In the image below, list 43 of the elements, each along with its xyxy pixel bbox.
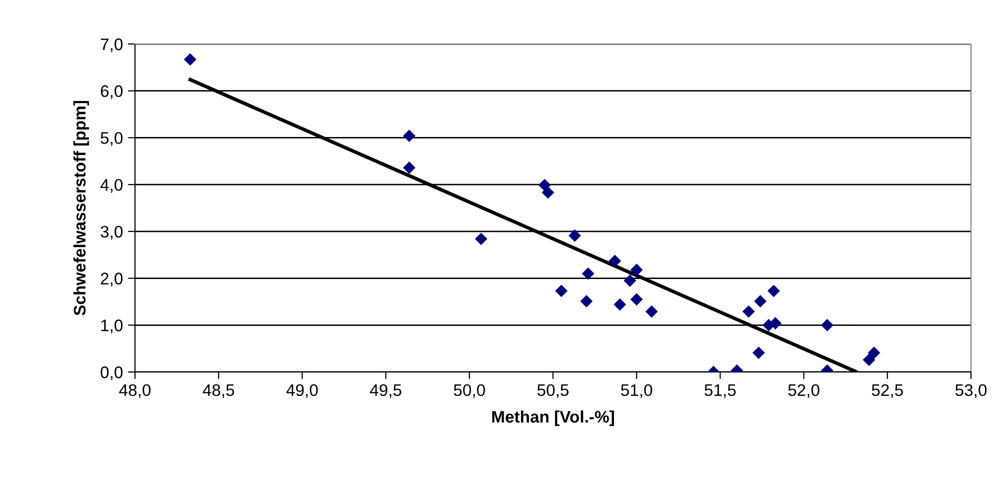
point bbox=[630, 293, 643, 306]
point bbox=[402, 161, 416, 174]
x-tick-label: 48,5 bbox=[202, 384, 234, 398]
point bbox=[742, 305, 755, 318]
point bbox=[582, 267, 594, 280]
point bbox=[767, 284, 780, 298]
point bbox=[752, 346, 765, 359]
x-tick-label: 51,0 bbox=[621, 384, 652, 398]
x-tick-label: 48,0 bbox=[119, 384, 151, 398]
x-tick-label: 50,0 bbox=[454, 384, 485, 398]
x-tick-label: 53,0 bbox=[955, 384, 987, 398]
point bbox=[630, 264, 643, 276]
y-tick-label: 3,0 bbox=[100, 226, 123, 240]
x-tick-label: 49,5 bbox=[370, 384, 402, 398]
y-tick-label: 1,0 bbox=[101, 320, 123, 334]
point bbox=[555, 284, 568, 298]
x-tick-label: 52,5 bbox=[872, 384, 903, 398]
x-tick-label: 51,5 bbox=[704, 384, 736, 398]
point bbox=[402, 130, 416, 142]
point bbox=[184, 53, 196, 66]
y-tick-label: 0,0 bbox=[100, 366, 123, 380]
y-tick-label: 2,0 bbox=[100, 272, 123, 286]
point bbox=[608, 254, 622, 268]
point bbox=[820, 318, 834, 332]
y-axis-title: Schwefelwasserstoff [ppm] bbox=[73, 101, 89, 316]
y-tick-label: 7,0 bbox=[100, 38, 123, 52]
x-tick-label: 52,0 bbox=[788, 384, 820, 398]
x-tick-label: 49,0 bbox=[286, 384, 318, 398]
point bbox=[474, 232, 488, 246]
point bbox=[862, 354, 876, 366]
x-axis-title: Methan [Vol.-%] bbox=[492, 410, 614, 426]
y-tick-label: 5,0 bbox=[100, 132, 123, 146]
point bbox=[580, 295, 593, 308]
point bbox=[542, 186, 554, 199]
point bbox=[754, 295, 767, 308]
y-tick-label: 6,0 bbox=[100, 85, 123, 100]
point bbox=[614, 298, 626, 311]
x-tick-label: 50,5 bbox=[537, 384, 569, 398]
point bbox=[868, 346, 880, 359]
point bbox=[624, 274, 636, 287]
point bbox=[568, 229, 581, 242]
y-tick-label: 4,0 bbox=[100, 178, 123, 193]
point bbox=[645, 305, 658, 318]
